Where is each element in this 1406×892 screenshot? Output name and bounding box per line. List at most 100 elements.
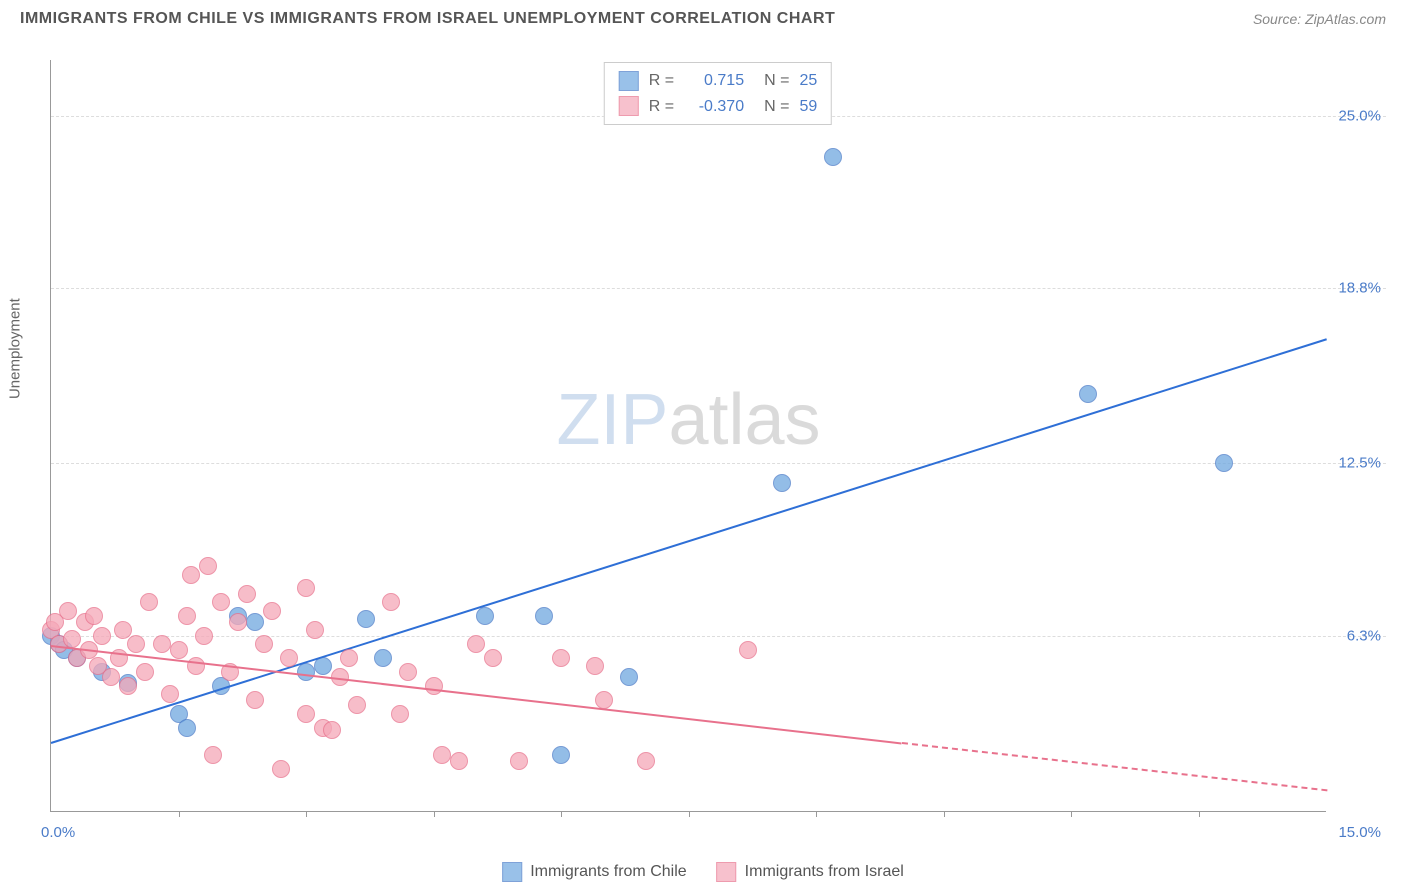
- series-legend-label: Immigrants from Chile: [530, 863, 686, 881]
- series-legend: Immigrants from Chile Immigrants from Isr…: [502, 862, 904, 882]
- legend-swatch: [502, 862, 522, 882]
- watermark-part1: ZIP: [556, 380, 668, 460]
- data-point: [467, 635, 485, 653]
- y-axis-label: Unemployment: [7, 298, 24, 399]
- data-point: [476, 607, 494, 625]
- data-point: [255, 635, 273, 653]
- data-point: [399, 663, 417, 681]
- data-point: [195, 627, 213, 645]
- data-point: [357, 610, 375, 628]
- source-attribution: Source: ZipAtlas.com: [1253, 11, 1386, 27]
- data-point: [140, 593, 158, 611]
- watermark-part2: atlas: [668, 380, 820, 460]
- data-point: [425, 677, 443, 695]
- data-point: [1215, 454, 1233, 472]
- data-point: [595, 691, 613, 709]
- data-point: [450, 752, 468, 770]
- data-point: [552, 746, 570, 764]
- x-tick: [689, 811, 690, 817]
- gridline: [51, 288, 1386, 289]
- chart-title: IMMIGRANTS FROM CHILE VS IMMIGRANTS FROM…: [20, 10, 835, 28]
- trend-line-extrapolated: [902, 742, 1328, 791]
- data-point: [204, 746, 222, 764]
- watermark-text: ZIPatlas: [556, 379, 820, 461]
- data-point: [348, 696, 366, 714]
- n-value: 59: [799, 94, 817, 120]
- data-point: [552, 649, 570, 667]
- data-point: [306, 621, 324, 639]
- data-point: [297, 705, 315, 723]
- data-point: [773, 474, 791, 492]
- y-tick-label: 18.8%: [1338, 280, 1381, 297]
- data-point: [170, 641, 188, 659]
- x-tick: [1071, 811, 1072, 817]
- data-point: [127, 635, 145, 653]
- n-label: N =: [764, 94, 789, 120]
- data-point: [238, 585, 256, 603]
- gridline: [51, 463, 1386, 464]
- y-tick-label: 25.0%: [1338, 107, 1381, 124]
- data-point: [63, 630, 81, 648]
- data-point: [824, 148, 842, 166]
- data-point: [212, 593, 230, 611]
- data-point: [178, 719, 196, 737]
- legend-swatch: [717, 862, 737, 882]
- data-point: [535, 607, 553, 625]
- r-label: R =: [649, 94, 674, 120]
- correlation-legend-row: R = -0.370 N = 59: [619, 94, 817, 120]
- data-point: [382, 593, 400, 611]
- series-legend-item: Immigrants from Chile: [502, 862, 686, 882]
- data-point: [136, 663, 154, 681]
- correlation-legend-row: R = 0.715 N = 25: [619, 68, 817, 94]
- legend-swatch: [619, 71, 639, 91]
- plot-area: ZIPatlas 6.3%12.5%18.8%25.0%0.0%15.0%: [50, 60, 1326, 812]
- data-point: [246, 691, 264, 709]
- data-point: [161, 685, 179, 703]
- data-point: [199, 557, 217, 575]
- legend-swatch: [619, 96, 639, 116]
- x-tick: [816, 811, 817, 817]
- n-label: N =: [764, 68, 789, 94]
- data-point: [586, 657, 604, 675]
- data-point: [246, 613, 264, 631]
- data-point: [374, 649, 392, 667]
- data-point: [637, 752, 655, 770]
- scatter-chart: Unemployment ZIPatlas 6.3%12.5%18.8%25.0…: [50, 40, 1386, 842]
- data-point: [182, 566, 200, 584]
- x-origin-label: 0.0%: [41, 824, 75, 841]
- data-point: [433, 746, 451, 764]
- data-point: [620, 668, 638, 686]
- y-tick-label: 6.3%: [1347, 627, 1381, 644]
- x-max-label: 15.0%: [1338, 824, 1381, 841]
- series-legend-item: Immigrants from Israel: [717, 862, 904, 882]
- data-point: [119, 677, 137, 695]
- data-point: [391, 705, 409, 723]
- data-point: [297, 663, 315, 681]
- x-tick: [944, 811, 945, 817]
- data-point: [102, 668, 120, 686]
- r-value: -0.370: [684, 94, 744, 120]
- data-point: [229, 613, 247, 631]
- r-label: R =: [649, 68, 674, 94]
- n-value: 25: [799, 68, 817, 94]
- data-point: [510, 752, 528, 770]
- data-point: [59, 602, 77, 620]
- r-value: 0.715: [684, 68, 744, 94]
- x-tick: [179, 811, 180, 817]
- data-point: [314, 657, 332, 675]
- data-point: [340, 649, 358, 667]
- chart-header: IMMIGRANTS FROM CHILE VS IMMIGRANTS FROM…: [0, 0, 1406, 33]
- correlation-legend: R = 0.715 N = 25 R = -0.370 N = 59: [604, 62, 832, 125]
- y-tick-label: 12.5%: [1338, 455, 1381, 472]
- x-tick: [561, 811, 562, 817]
- data-point: [484, 649, 502, 667]
- data-point: [85, 607, 103, 625]
- data-point: [272, 760, 290, 778]
- data-point: [153, 635, 171, 653]
- x-tick: [1199, 811, 1200, 817]
- x-tick: [306, 811, 307, 817]
- trend-line: [51, 339, 1328, 745]
- series-legend-label: Immigrants from Israel: [745, 863, 904, 881]
- x-tick: [434, 811, 435, 817]
- data-point: [93, 627, 111, 645]
